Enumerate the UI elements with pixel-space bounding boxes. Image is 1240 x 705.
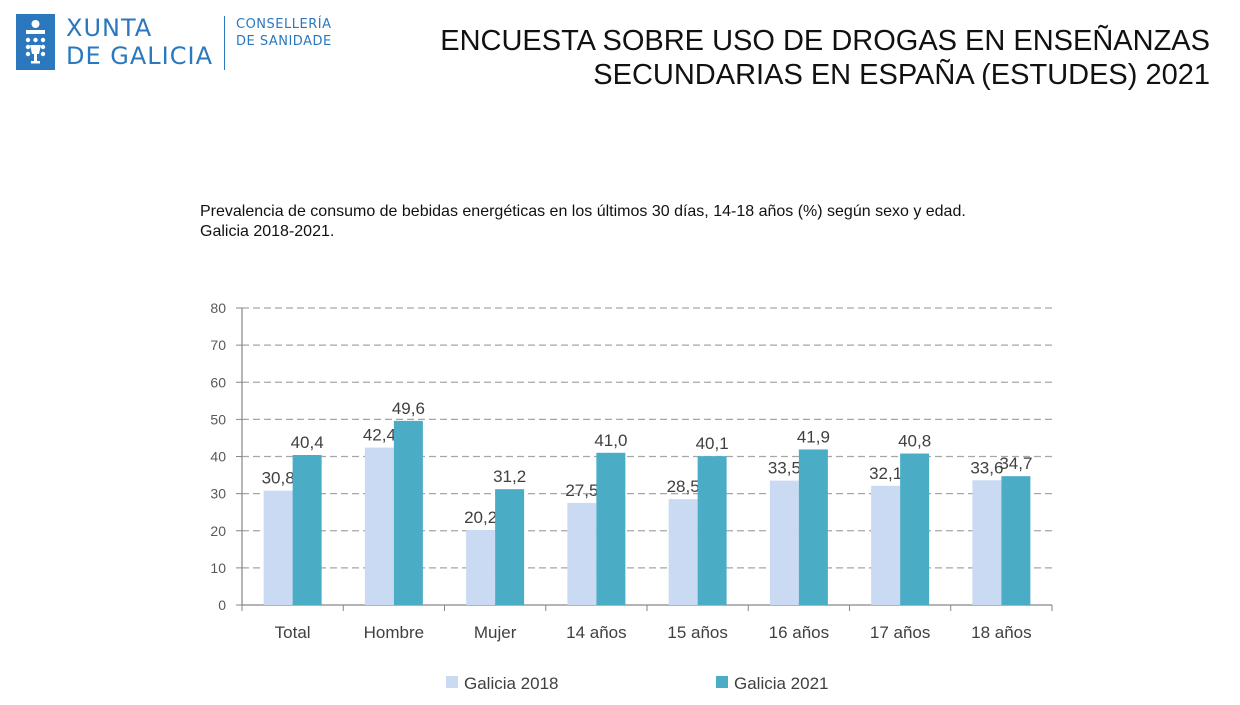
bar-2021 xyxy=(1001,476,1031,605)
data-label: 32,1 xyxy=(869,464,902,483)
logo-dept-line2: DE SANIDADE xyxy=(236,34,332,49)
y-tick-label: 50 xyxy=(210,411,226,427)
data-label: 20,2 xyxy=(464,508,497,527)
page-title: ENCUESTA SOBRE USO DE DROGAS EN ENSEÑANZ… xyxy=(350,24,1210,92)
logo-name: XUNTA DE GALICIA xyxy=(66,14,246,70)
bar-2018 xyxy=(769,480,799,605)
data-label: 49,6 xyxy=(392,399,425,418)
bar-2021 xyxy=(596,452,626,605)
x-tick-label: Total xyxy=(275,623,311,642)
x-tick-label: 16 años xyxy=(769,623,830,642)
logo-name-line1: XUNTA xyxy=(66,14,153,42)
page-title-line2: SECUNDARIAS EN ESPAÑA (ESTUDES) 2021 xyxy=(593,59,1210,91)
bar-2018 xyxy=(263,490,293,605)
bar-2018 xyxy=(567,502,597,605)
y-tick-label: 20 xyxy=(210,523,226,539)
x-tick-label: 15 años xyxy=(667,623,728,642)
bar-2021 xyxy=(292,455,322,605)
bar-2018 xyxy=(871,485,901,605)
data-label: 33,6 xyxy=(970,458,1003,477)
chart-title-line1: Prevalencia de consumo de bebidas energé… xyxy=(200,203,966,220)
y-tick-label: 70 xyxy=(210,337,226,353)
chart-title-line2: Galicia 2018-2021. xyxy=(200,223,335,240)
data-label: 41,0 xyxy=(594,431,627,450)
chart-title: Prevalencia de consumo de bebidas energé… xyxy=(200,202,1160,242)
bar-2018 xyxy=(668,499,698,605)
data-label: 33,5 xyxy=(768,459,801,478)
bar-2021 xyxy=(798,449,828,605)
y-tick-label: 80 xyxy=(210,300,226,316)
logo-name-line2: DE GALICIA xyxy=(66,42,213,70)
bar-2021 xyxy=(900,453,930,605)
y-tick-label: 40 xyxy=(210,449,226,465)
x-tick-label: Mujer xyxy=(474,623,517,642)
data-label: 31,2 xyxy=(493,467,526,486)
data-label: 27,5 xyxy=(565,481,598,500)
bar-2018 xyxy=(972,480,1002,605)
bar-2021 xyxy=(393,420,423,605)
y-tick-label: 60 xyxy=(210,374,226,390)
data-label: 42,4 xyxy=(363,426,396,445)
logo-dept-line1: CONSELLERÍA xyxy=(236,17,332,32)
legend-label: Galicia 2021 xyxy=(734,674,829,693)
x-tick-label: 14 años xyxy=(566,623,627,642)
x-tick-label: 17 años xyxy=(870,623,931,642)
y-tick-label: 0 xyxy=(218,597,226,613)
data-label: 41,9 xyxy=(797,427,830,446)
bar-2018 xyxy=(364,447,394,605)
data-label: 30,8 xyxy=(262,469,295,488)
y-tick-label: 30 xyxy=(210,486,226,502)
data-label: 40,8 xyxy=(898,432,931,451)
data-label: 34,7 xyxy=(999,454,1032,473)
y-tick-label: 10 xyxy=(210,560,226,576)
logo-department: CONSELLERÍA DE SANIDADE xyxy=(236,16,366,50)
x-tick-label: Hombre xyxy=(364,623,424,642)
xunta-logo: XUNTA DE GALICIA CONSELLERÍA DE SANIDADE xyxy=(16,14,356,74)
bar-2021 xyxy=(697,456,727,605)
legend-swatch xyxy=(446,676,458,688)
data-label: 40,1 xyxy=(696,434,729,453)
data-label: 40,4 xyxy=(291,433,324,452)
x-tick-label: 18 años xyxy=(971,623,1032,642)
legend-label: Galicia 2018 xyxy=(464,674,559,693)
bar-2021 xyxy=(495,489,525,605)
galicia-shield-icon xyxy=(16,14,55,70)
data-label: 28,5 xyxy=(667,477,700,496)
legend-swatch xyxy=(716,676,728,688)
bar-2018 xyxy=(466,530,496,605)
page-title-line1: ENCUESTA SOBRE USO DE DROGAS EN ENSEÑANZ… xyxy=(440,25,1210,57)
logo-divider xyxy=(224,16,225,70)
